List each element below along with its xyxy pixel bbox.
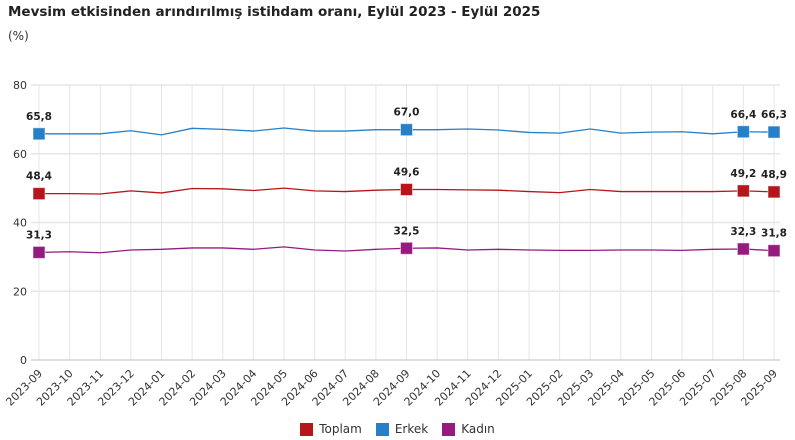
chart-unit: (%) xyxy=(8,29,29,43)
data-label: 49,6 xyxy=(394,167,420,179)
y-tick-label: 0 xyxy=(20,354,27,367)
data-marker xyxy=(767,185,781,199)
legend-label: Erkek xyxy=(394,422,429,436)
data-label: 66,3 xyxy=(761,109,787,121)
data-label: 32,3 xyxy=(730,226,756,238)
data-marker xyxy=(736,242,750,256)
data-label: 31,8 xyxy=(761,228,787,240)
legend-item-kadın[interactable]: Kadın xyxy=(442,422,495,436)
legend-item-toplam[interactable]: Toplam xyxy=(300,422,362,436)
data-marker xyxy=(767,244,781,258)
legend-item-erkek[interactable]: Erkek xyxy=(375,422,429,436)
y-tick-label: 20 xyxy=(13,285,27,298)
data-marker xyxy=(400,123,413,137)
line-chart: 2023-092023-102023-112023-122024-012024-… xyxy=(3,79,787,409)
legend-swatch xyxy=(375,422,389,436)
data-label: 65,8 xyxy=(26,111,52,123)
legend-swatch xyxy=(442,422,456,436)
data-label: 31,3 xyxy=(26,229,52,241)
y-tick-label: 80 xyxy=(13,79,27,92)
data-marker xyxy=(400,241,413,255)
y-tick-label: 40 xyxy=(13,217,27,230)
legend-label: Toplam xyxy=(319,422,362,436)
data-marker xyxy=(400,183,413,196)
data-marker xyxy=(736,184,750,198)
data-label: 48,9 xyxy=(761,169,787,181)
legend-label: Kadın xyxy=(461,422,495,436)
legend: Toplam Erkek Kadın xyxy=(0,422,795,436)
y-tick-label: 60 xyxy=(13,148,27,161)
data-label: 48,4 xyxy=(26,171,52,183)
data-marker xyxy=(32,187,46,201)
data-marker xyxy=(767,125,781,139)
legend-swatch xyxy=(300,422,314,436)
chart-title: Mevsim etkisinden arındırılmış istihdam … xyxy=(8,4,541,20)
data-label: 66,4 xyxy=(730,109,756,121)
data-label: 32,5 xyxy=(394,225,420,237)
data-label: 67,0 xyxy=(394,107,420,119)
data-marker xyxy=(32,245,46,259)
data-label: 49,2 xyxy=(730,168,756,180)
data-marker xyxy=(32,127,46,141)
data-marker xyxy=(736,125,750,139)
